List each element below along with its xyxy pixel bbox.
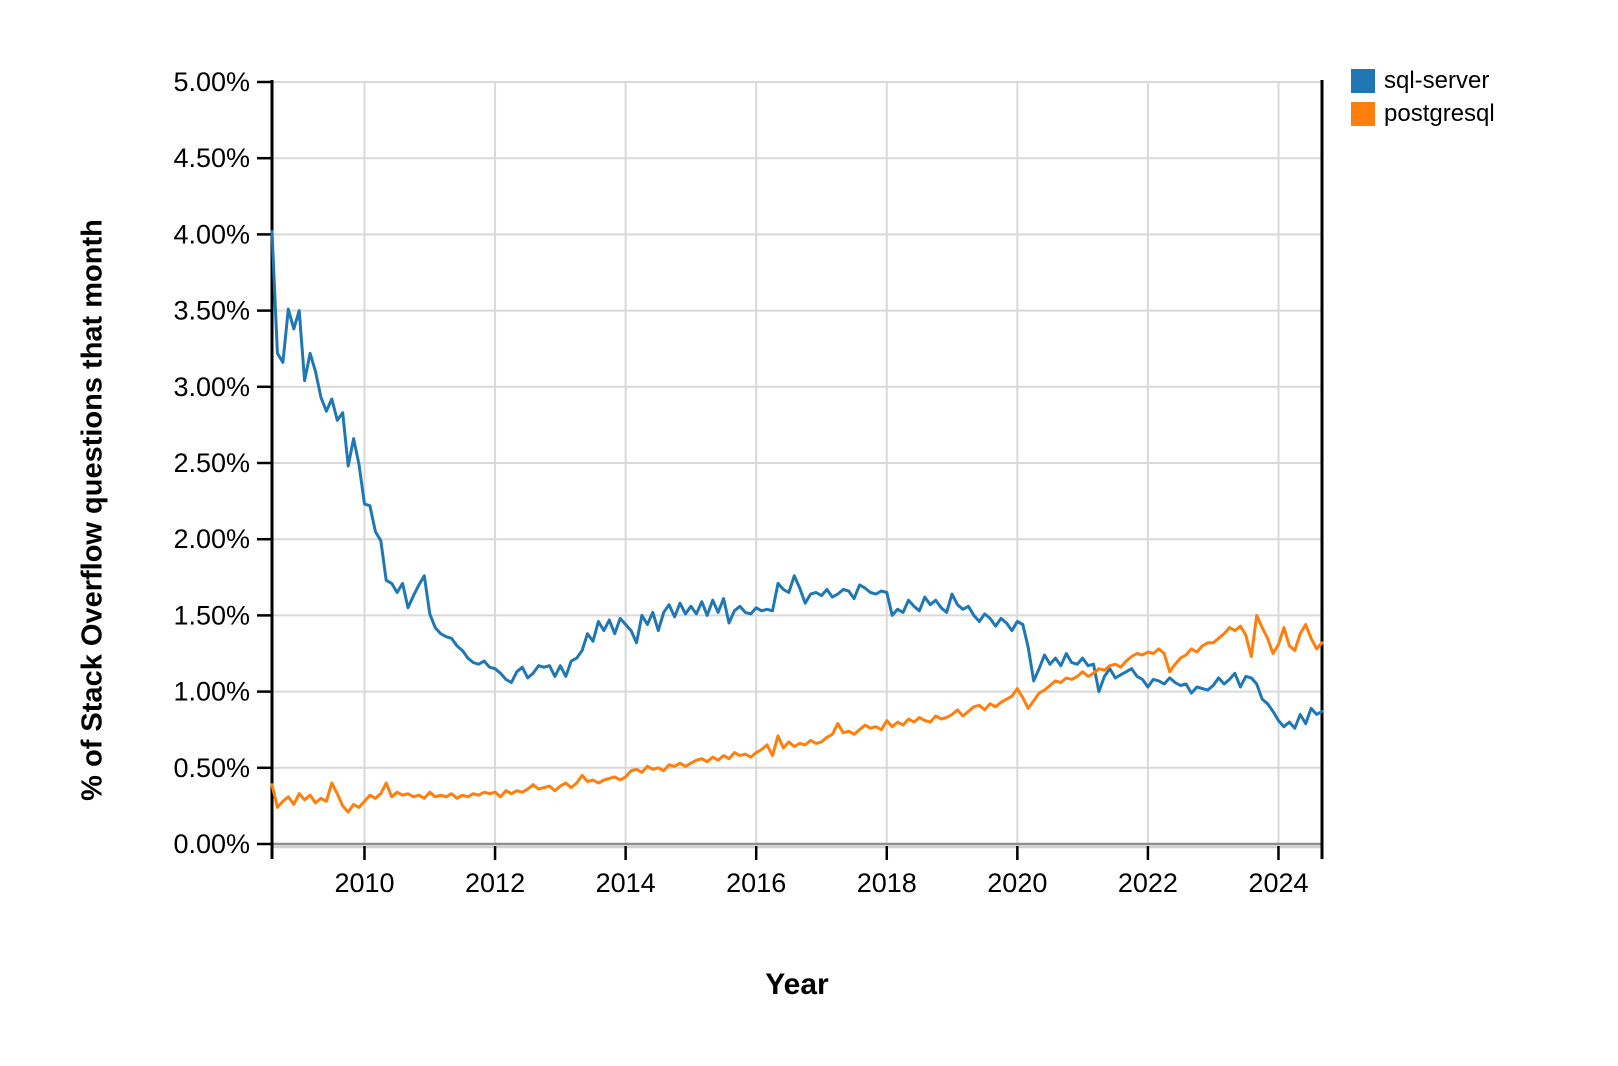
y-tick-label: 1.00% [173,677,250,707]
legend-item-sql-server: sql-server [1351,68,1495,93]
y-tick-label: 5.00% [173,67,250,97]
legend-swatch-postgresql [1351,101,1375,126]
y-tick-label: 4.50% [173,143,250,173]
x-axis-title: Year [765,968,829,1001]
y-tick-label: 3.50% [173,296,250,326]
x-tick-label: 2016 [726,868,786,898]
y-tick-label: 4.00% [173,219,250,249]
y-tick-label: 1.50% [173,600,250,630]
x-tick-label: 2020 [987,868,1047,898]
series-line-sql-server [270,229,1324,730]
legend: sql-server postgresql [1351,68,1495,126]
y-tick-label: 2.50% [173,448,250,478]
y-tick-label: 0.00% [173,829,250,859]
legend-swatch-sql-server [1351,68,1375,93]
x-tick-label: 2014 [596,868,656,898]
y-axis-title: % of Stack Overflow questions that month [76,219,109,801]
x-tick-label: 2022 [1118,868,1178,898]
x-tick-label: 2010 [334,868,394,898]
series-line-postgresql [270,613,1324,814]
x-tick-label: 2012 [465,868,525,898]
y-tick-label: 0.50% [173,753,250,783]
legend-label-sql-server: sql-server [1384,67,1490,94]
x-tick-label: 2018 [857,868,917,898]
legend-item-postgresql: postgresql [1351,101,1495,126]
y-tick-label: 3.00% [173,372,250,402]
legend-label-postgresql: postgresql [1384,100,1495,127]
x-tick-label: 2024 [1248,868,1308,898]
y-tick-label: 2.00% [173,524,250,554]
